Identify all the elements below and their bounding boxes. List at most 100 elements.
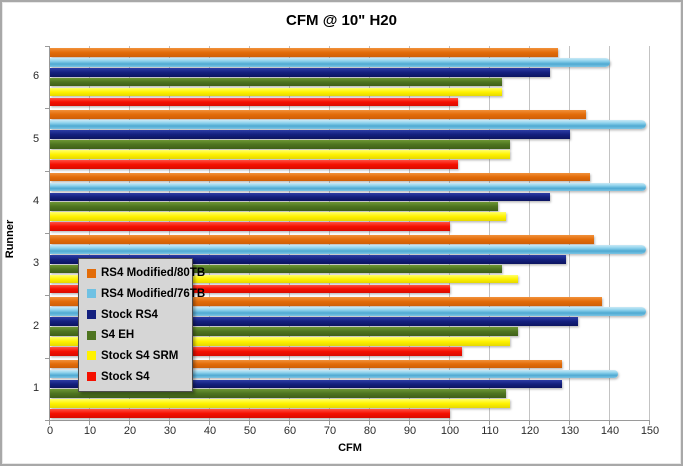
gridline-x-100 [449, 46, 450, 420]
y-tick-label-5: 5 [32, 132, 40, 145]
y-tick-label-4: 4 [32, 194, 40, 207]
x-tick-10 [89, 421, 90, 425]
legend-swatch-icon [87, 289, 96, 299]
gridline-x-90 [409, 46, 410, 420]
bar-rs4-modified-76tb-runner-6 [50, 58, 610, 67]
bar-group-runner-6 [50, 46, 650, 108]
x-tick-80 [369, 421, 370, 425]
gridline-x-80 [369, 46, 370, 420]
bar-s4-eh-runner-2 [50, 327, 518, 336]
gridline-x-30 [169, 46, 170, 420]
bar-group-runner-3 [50, 233, 650, 295]
legend-swatch-icon [87, 330, 96, 340]
bar-group-runner-5 [50, 108, 650, 170]
x-tick-label-140: 140 [600, 425, 620, 437]
gridline-x-140 [609, 46, 610, 420]
bar-stock-s4-runner-1 [50, 409, 450, 418]
y-tick-2 [45, 170, 49, 172]
legend-label: RS4 Modified/80TB [101, 267, 206, 280]
bar-rs4-modified-80tb-runner-1 [50, 359, 562, 369]
bar-rs4-modified-80tb-runner-6 [50, 48, 558, 57]
y-axis-title: Runner [4, 219, 16, 259]
bar-stock-s4-runner-6 [50, 97, 458, 107]
x-tick-130 [569, 421, 570, 425]
x-tick-label-60: 60 [283, 425, 297, 437]
legend-label: Stock S4 [101, 370, 150, 383]
x-tick-label-100: 100 [440, 425, 460, 437]
x-tick-label-90: 90 [403, 425, 417, 437]
x-tick-label-80: 80 [363, 425, 377, 437]
x-tick-40 [209, 421, 210, 425]
bar-stock-rs4-runner-6 [50, 67, 550, 77]
bar-stock-rs4-runner-2 [50, 317, 578, 326]
bar-rs4-modified-76tb-runner-1 [50, 369, 618, 379]
bar-rs4-modified-80tb-runner-5 [50, 110, 586, 120]
x-tick-20 [129, 421, 130, 425]
gridline-x-60 [289, 46, 290, 420]
x-axis-line [49, 420, 650, 421]
legend-item-stock-s4-srm: Stock S4 SRM [87, 350, 188, 362]
bar-rs4-modified-76tb-runner-3 [50, 245, 646, 254]
bar-s4-eh-runner-4 [50, 202, 498, 212]
bar-rs4-modified-76tb-runner-5 [50, 120, 646, 129]
x-tick-110 [489, 421, 490, 425]
x-tick-label-40: 40 [203, 425, 217, 437]
legend-item-rs4-modified-80tb: RS4 Modified/80TB [87, 267, 205, 279]
x-tick-label-30: 30 [163, 425, 177, 437]
gridline-x-120 [529, 46, 530, 420]
y-tick-5 [45, 357, 49, 359]
bar-rs4-modified-76tb-runner-2 [50, 307, 646, 316]
bar-stock-s4-srm-runner-3 [50, 274, 518, 284]
bar-stock-s4-srm-runner-2 [50, 337, 510, 346]
y-axis-line [49, 46, 50, 421]
x-tick-120 [529, 421, 530, 425]
bar-rs4-modified-80tb-runner-3 [50, 235, 594, 244]
bar-s4-eh-runner-3 [50, 264, 502, 274]
gridline-x-70 [329, 46, 330, 420]
y-tick-label-2: 2 [32, 319, 40, 332]
x-tick-label-20: 20 [123, 425, 137, 437]
x-tick-140 [609, 421, 610, 425]
bar-rs4-modified-76tb-runner-4 [50, 182, 646, 192]
x-tick-label-50: 50 [243, 425, 257, 437]
bar-stock-s4-runner-4 [50, 222, 450, 231]
x-tick-50 [249, 421, 250, 425]
bar-rs4-modified-80tb-runner-2 [50, 297, 602, 307]
gridline-x-20 [129, 46, 130, 420]
gridline-x-110 [489, 46, 490, 420]
bar-s4-eh-runner-5 [50, 140, 510, 149]
y-tick-label-3: 3 [32, 257, 40, 270]
bar-stock-s4-runner-2 [50, 346, 462, 356]
bar-s4-eh-runner-1 [50, 389, 506, 399]
y-tick-3 [45, 233, 49, 234]
x-tick-0 [49, 421, 50, 425]
x-tick-90 [409, 421, 410, 425]
bar-group-runner-1 [50, 358, 650, 420]
bar-stock-rs4-runner-1 [50, 379, 562, 389]
bar-stock-s4-srm-runner-5 [50, 150, 510, 159]
bar-stock-rs4-runner-5 [50, 130, 570, 139]
y-tick-1 [45, 108, 49, 110]
chart-title: CFM @ 10" H20 [286, 12, 397, 29]
bar-stock-s4-srm-runner-6 [50, 87, 502, 97]
gridline-x-10 [89, 46, 90, 420]
legend-item-rs4-modified-76tb: RS4 Modified/76TB [87, 288, 205, 300]
chart-legend: RS4 Modified/80TB RS4 Modified/76TB Stock … [78, 258, 205, 392]
legend-swatch-icon [87, 310, 96, 320]
legend-swatch-icon [87, 268, 96, 278]
x-tick-150 [649, 421, 650, 425]
legend-item-stock-s4: Stock S4 [87, 371, 188, 383]
gridline-x-150 [649, 46, 650, 420]
x-tick-label-120: 120 [520, 425, 540, 437]
x-tick-70 [329, 421, 330, 425]
legend-label: Stock S4 SRM [101, 349, 179, 362]
bar-stock-s4-srm-runner-1 [50, 399, 510, 408]
legend-label: Stock RS4 [101, 308, 158, 321]
x-tick-60 [289, 421, 290, 425]
x-tick-label-130: 130 [560, 425, 580, 437]
plot-area [45, 46, 650, 425]
x-tick-100 [449, 421, 450, 425]
x-tick-label-0: 0 [46, 425, 54, 437]
x-tick-label-70: 70 [323, 425, 337, 437]
